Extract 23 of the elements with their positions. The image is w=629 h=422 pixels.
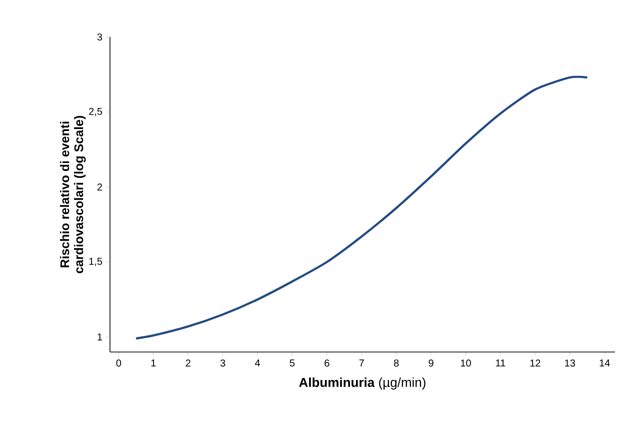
x-tick-label: 0 (116, 360, 122, 367)
x-tick-label: 11 (496, 360, 506, 366)
line-series (134, 76, 588, 340)
x-tick-label: 6 (324, 360, 330, 367)
x-tick-label: 4 (254, 360, 260, 366)
x-tick-label: 10 (460, 360, 471, 367)
x-tick-label: 14 (600, 360, 610, 366)
x-tick-label: 1 (151, 360, 156, 366)
y-tick-label: 2 (97, 184, 102, 190)
y-tick-label: 3 (97, 33, 102, 41)
y-tick-label: 1 (98, 334, 102, 340)
y-tick-label: 2,5 (89, 108, 102, 116)
x-tick-label: 12 (530, 360, 540, 367)
x-tick-label: 13 (565, 360, 576, 367)
x-tick-label: 3 (220, 360, 226, 367)
x-tick-label: 2 (186, 360, 190, 367)
y-tick-label: 1,5 (89, 258, 102, 266)
x-tick-label: 8 (394, 360, 399, 367)
x-tick-label: 5 (290, 360, 295, 366)
x-tick-label: 7 (359, 360, 364, 366)
y-axis-title: Rischio relativo di eventi cardiovascolari (log Scale) (60, 116, 86, 274)
x-tick-label: 9 (428, 360, 434, 367)
x-axis-title: Albuminuria (µg/min) (299, 377, 426, 390)
